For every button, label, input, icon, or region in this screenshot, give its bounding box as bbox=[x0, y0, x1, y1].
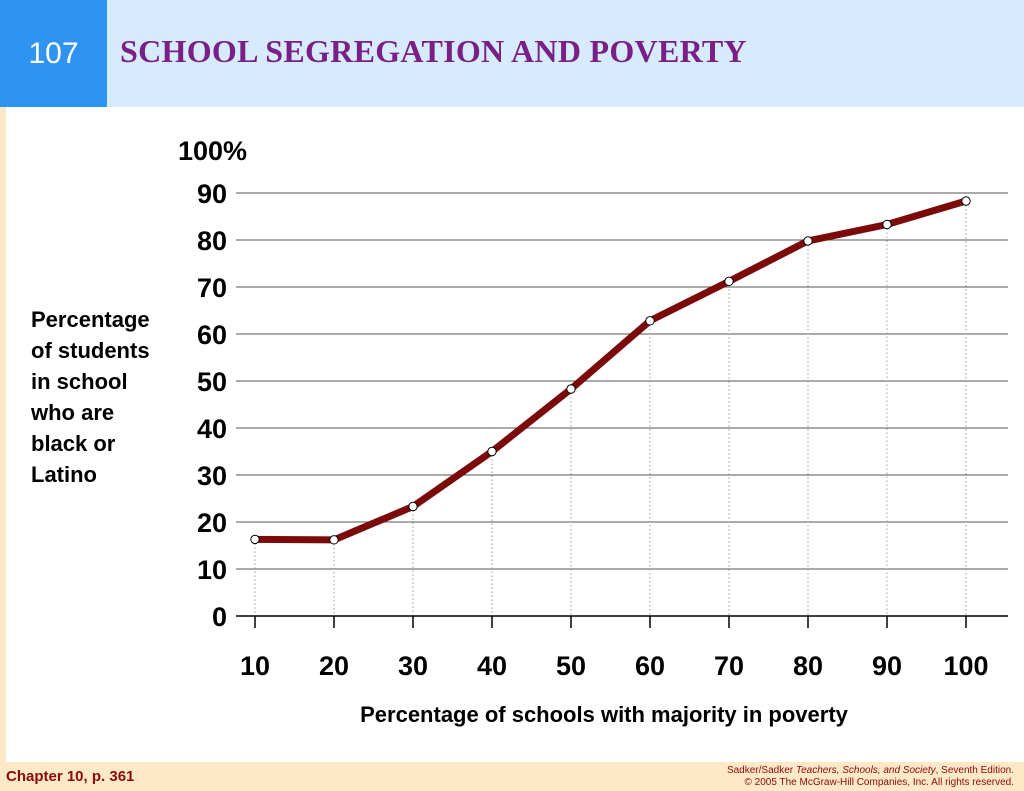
y-tick-label: 50 bbox=[197, 367, 227, 397]
data-point bbox=[408, 501, 418, 512]
y-tick-label: 100% bbox=[178, 136, 247, 166]
y-tick-label: 10 bbox=[197, 555, 227, 585]
x-tick-label: 10 bbox=[240, 651, 270, 681]
chart-vertical-guides bbox=[254, 200, 967, 616]
slide-number: 107 bbox=[0, 0, 107, 107]
y-tick-label: 90 bbox=[197, 179, 227, 209]
chart-series bbox=[251, 197, 970, 544]
footer: Chapter 10, p. 361 Sadker/Sadker Teacher… bbox=[0, 762, 1024, 791]
y-tick-label: 80 bbox=[197, 226, 227, 256]
left-accent-strip bbox=[0, 107, 6, 762]
chart-x-tick-labels: 10 20 30 40 50 60 70 80 90 100 bbox=[240, 651, 989, 681]
data-point bbox=[961, 196, 971, 206]
y-tick-label: 60 bbox=[197, 320, 227, 350]
y-tick-label: 70 bbox=[197, 273, 227, 303]
chart-y-tick-labels: 0 10 20 30 40 50 60 70 80 90 100% bbox=[178, 136, 247, 632]
x-tick-label: 80 bbox=[793, 651, 823, 681]
source-credit: Sadker/Sadker Teachers, Schools, and Soc… bbox=[727, 765, 1014, 789]
x-tick-label: 40 bbox=[477, 651, 507, 681]
data-point bbox=[803, 236, 813, 246]
line-chart: 0 10 20 30 40 50 60 70 80 90 100% 10 20 30 40 50 60 70 80… bbox=[178, 136, 1008, 727]
data-point bbox=[329, 535, 339, 545]
data-point bbox=[566, 384, 576, 394]
credit-author: Sadker/Sadker bbox=[726, 765, 796, 776]
chart-gridlines bbox=[236, 192, 1008, 570]
data-point bbox=[882, 219, 892, 230]
chart-y-axis-title: Percentage of students in school who are… bbox=[31, 307, 150, 487]
chart-points bbox=[250, 196, 971, 545]
chart-x-axis-title: Percentage of schools with majority in p… bbox=[360, 702, 849, 727]
x-tick-label: 90 bbox=[872, 651, 902, 681]
x-tick-label: 70 bbox=[714, 651, 744, 681]
x-tick-label: 50 bbox=[556, 651, 586, 681]
x-tick-label: 30 bbox=[398, 651, 428, 681]
slide-title: SCHOOL SEGREGATION AND POVERTY bbox=[120, 33, 747, 69]
data-point bbox=[645, 316, 655, 326]
y-tick-label: 20 bbox=[197, 508, 227, 538]
credit-book-title: Teachers, Schools, and Society bbox=[795, 765, 936, 776]
title-bar: SCHOOL SEGREGATION AND POVERTY bbox=[107, 0, 1024, 107]
y-tick-label: 0 bbox=[212, 602, 227, 632]
data-point bbox=[724, 276, 734, 287]
copyright-notice: © 2005 The McGraw-Hill Companies, Inc. A… bbox=[744, 777, 1014, 788]
series-line bbox=[251, 197, 970, 544]
x-tick-label: 20 bbox=[319, 651, 349, 681]
y-tick-label: 40 bbox=[197, 414, 227, 444]
x-tick-label: 60 bbox=[635, 651, 665, 681]
x-tick-label: 100 bbox=[943, 651, 988, 681]
y-tick-label: 30 bbox=[197, 461, 227, 491]
data-point bbox=[487, 446, 497, 457]
credit-edition: , Seventh Edition. bbox=[935, 765, 1014, 776]
chapter-reference: Chapter 10, p. 361 bbox=[6, 768, 135, 785]
chart-x-axis bbox=[236, 615, 1008, 628]
data-point bbox=[250, 534, 260, 545]
